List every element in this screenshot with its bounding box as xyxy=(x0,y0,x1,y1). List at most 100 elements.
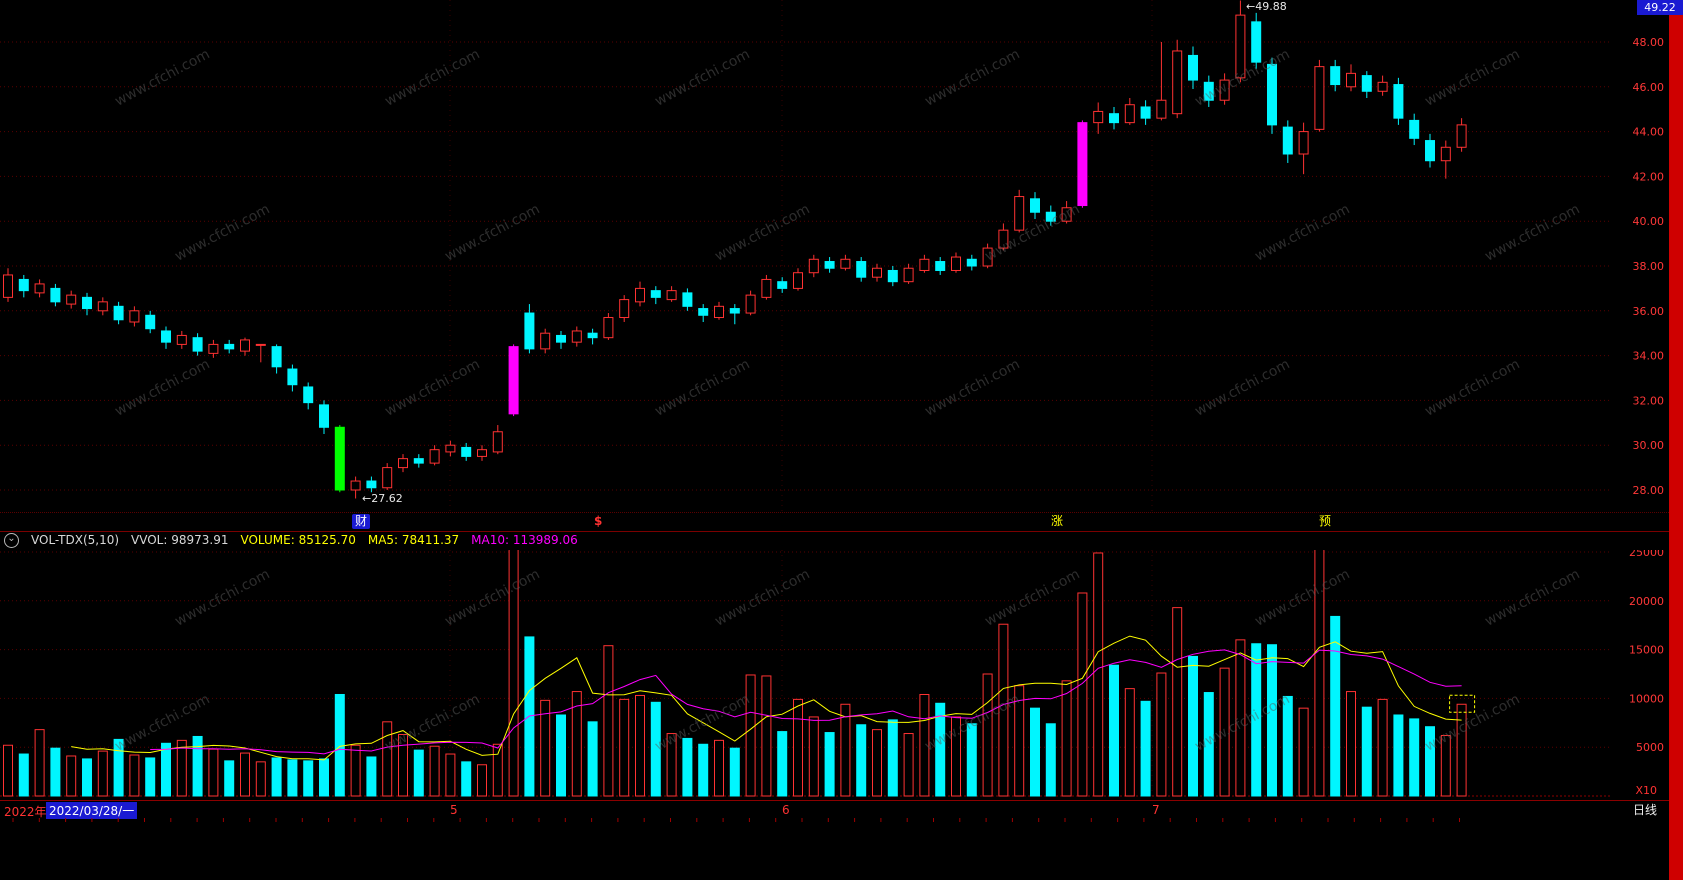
price-axis-label: 38.00 xyxy=(1633,260,1665,273)
volume-bar xyxy=(366,756,377,797)
candle xyxy=(1140,100,1151,125)
volume-bar xyxy=(208,748,219,797)
candle xyxy=(887,266,898,287)
candle xyxy=(429,445,440,466)
volume-bar xyxy=(1409,718,1420,797)
candle xyxy=(461,442,472,461)
volume-chart[interactable]: 25000 20000 15000 10000 5000 xyxy=(0,550,1683,800)
candle xyxy=(1282,120,1293,163)
candle xyxy=(1456,118,1467,152)
volume-bar xyxy=(145,757,156,797)
candle xyxy=(145,310,156,334)
right-scrollbar-strip[interactable] xyxy=(1669,15,1683,880)
candle xyxy=(50,283,61,307)
candle xyxy=(682,288,693,311)
price-chart[interactable]: 48.00 46.00 44.00 42.00 40.00 38.00 36.00 34.00… xyxy=(0,0,1683,512)
volume-bar xyxy=(887,719,898,797)
volume-bar xyxy=(1298,707,1309,797)
candle xyxy=(1124,98,1135,125)
volume-bar xyxy=(682,737,693,797)
event-marker[interactable]: 涨 xyxy=(1051,514,1064,528)
volume-bars xyxy=(3,550,1467,797)
candle xyxy=(208,339,219,358)
candle xyxy=(319,400,329,434)
month-label: 5 xyxy=(450,803,458,817)
candle xyxy=(398,454,408,473)
volume-axis-label: 10000 xyxy=(1629,692,1664,705)
volume-bar xyxy=(508,550,519,797)
candle xyxy=(745,290,756,316)
volume-bar xyxy=(1093,552,1104,797)
candle xyxy=(1361,71,1372,98)
volume-bar xyxy=(1077,592,1088,797)
candle xyxy=(366,476,377,493)
candle xyxy=(240,337,250,356)
candle xyxy=(524,304,535,354)
high-price-annotation: ←49.88 xyxy=(1246,0,1287,13)
ma10-value: MA10: 113989.06 xyxy=(471,533,578,547)
candle xyxy=(129,306,140,327)
candle xyxy=(1188,46,1198,90)
volume-bar xyxy=(1061,680,1072,797)
candle xyxy=(334,425,345,493)
price-axis-label: 42.00 xyxy=(1633,170,1665,183)
price-gridlines: 48.00 46.00 44.00 42.00 40.00 38.00 36.00 34.00… xyxy=(0,0,1664,512)
candle xyxy=(492,425,503,455)
volume-bar xyxy=(745,674,756,797)
volume-bar xyxy=(935,702,946,797)
date-badge[interactable]: 2022/03/28/一 xyxy=(46,802,138,819)
candle xyxy=(903,263,914,284)
volume-bar xyxy=(540,699,551,797)
volume-bar xyxy=(793,698,803,797)
candle xyxy=(1077,120,1088,208)
candle xyxy=(540,328,551,354)
candle xyxy=(192,333,203,356)
candle xyxy=(1409,113,1420,146)
month-label: 6 xyxy=(782,803,790,817)
candle xyxy=(571,326,582,347)
candle xyxy=(1030,192,1040,219)
volume-bar xyxy=(1203,692,1214,797)
volume-bar xyxy=(1219,667,1230,797)
candle xyxy=(161,326,171,349)
candle xyxy=(303,382,314,410)
volume-bar xyxy=(161,742,171,797)
volume-bar xyxy=(240,752,250,797)
volume-bar xyxy=(1330,615,1341,797)
price-axis-label: 44.00 xyxy=(1633,126,1665,139)
event-marker-row: 财 $ 涨 预 xyxy=(0,512,1669,532)
event-marker[interactable]: 预 xyxy=(1319,514,1332,528)
candle xyxy=(650,286,661,305)
candle xyxy=(808,254,819,278)
event-marker[interactable]: 财 xyxy=(352,514,371,529)
volume-bar xyxy=(1377,698,1388,797)
volume-bar xyxy=(1045,723,1056,797)
volume-header: ⌄ VOL-TDX(5,10) VVOL: 98973.91 VOLUME: 8… xyxy=(0,531,578,549)
candle xyxy=(1093,102,1104,134)
volume-bar xyxy=(413,749,424,797)
period-label[interactable]: 日线 xyxy=(1632,803,1657,817)
candle xyxy=(1156,42,1167,121)
candle xyxy=(856,257,867,282)
vvol-value: VVOL: 98973.91 xyxy=(131,533,229,547)
volume-bar xyxy=(1156,672,1167,797)
candle xyxy=(840,254,851,271)
candle xyxy=(619,295,630,322)
candle xyxy=(3,268,13,302)
event-marker[interactable]: $ xyxy=(594,514,603,528)
candle xyxy=(255,343,266,363)
collapse-icon[interactable]: ⌄ xyxy=(4,532,19,548)
candle xyxy=(508,344,519,417)
volume-bar xyxy=(998,623,1009,797)
candle xyxy=(919,254,930,273)
candle xyxy=(1330,59,1341,92)
candle xyxy=(1440,140,1451,179)
volume-bar xyxy=(334,693,345,797)
price-axis-label: 32.00 xyxy=(1633,394,1665,407)
candle xyxy=(1267,57,1277,134)
volume-bar xyxy=(66,755,77,797)
candle xyxy=(1061,201,1072,224)
candle xyxy=(998,223,1009,251)
volume-bar xyxy=(113,738,124,797)
